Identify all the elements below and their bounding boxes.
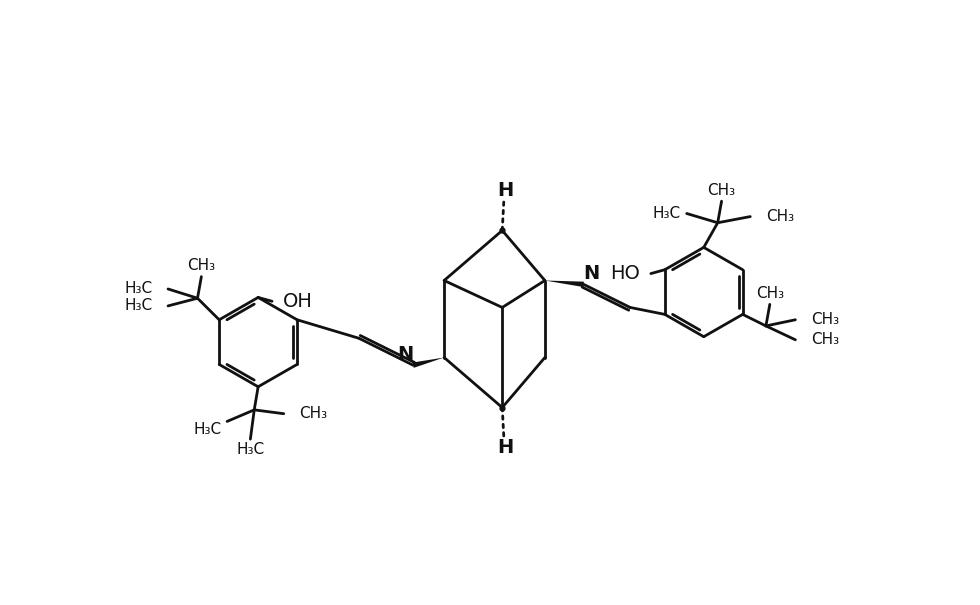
Text: CH₃: CH₃ [810, 312, 839, 327]
Text: CH₃: CH₃ [765, 209, 794, 224]
Text: H₃C: H₃C [194, 422, 221, 437]
Text: CH₃: CH₃ [299, 406, 327, 421]
Text: CH₃: CH₃ [810, 332, 839, 347]
Text: H₃C: H₃C [124, 298, 153, 313]
Text: H: H [497, 438, 514, 457]
Text: H₃C: H₃C [236, 442, 265, 457]
Text: OH: OH [283, 292, 313, 311]
Text: CH₃: CH₃ [756, 286, 784, 301]
Text: N: N [397, 345, 414, 364]
Polygon shape [413, 358, 444, 368]
Text: H₃C: H₃C [653, 206, 680, 221]
Polygon shape [545, 281, 584, 287]
Text: CH₃: CH₃ [187, 258, 216, 273]
Text: N: N [583, 264, 600, 283]
Text: HO: HO [611, 264, 640, 283]
Text: CH₃: CH₃ [708, 183, 736, 198]
Text: H: H [497, 181, 514, 200]
Text: H₃C: H₃C [124, 281, 153, 296]
